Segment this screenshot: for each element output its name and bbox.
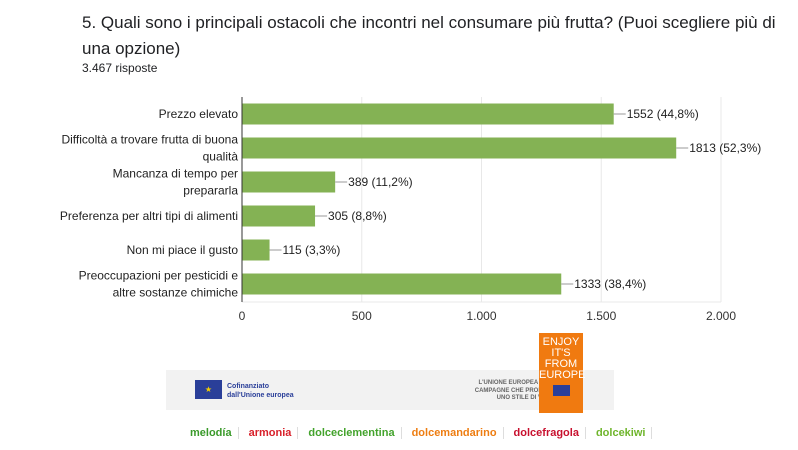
x-tick-label: 1.000 — [466, 309, 496, 323]
x-tick-label: 0 — [239, 309, 246, 323]
brand-logo: dolcefragola — [514, 427, 586, 439]
category-label: altre sostanze chimiche — [113, 286, 239, 300]
data-label: 389 (11,2%) — [348, 175, 412, 189]
category-label: Difficoltà a trovare frutta di buona — [61, 133, 238, 147]
x-tick-label: 500 — [352, 309, 372, 323]
brand-logo: dolceclementina — [308, 427, 402, 439]
eu-flag-icon — [552, 385, 570, 396]
ue-line: UNO STILE DI VITA SANO — [496, 395, 570, 401]
enjoy-line: ENJOY — [542, 336, 580, 348]
category-label: qualità — [203, 150, 239, 164]
eu-cofinanced: Cofinanziato dall'Unione europea — [227, 382, 294, 400]
bar — [242, 239, 270, 261]
bar — [242, 171, 336, 193]
eu-flag-icon: ★ — [195, 380, 222, 399]
enjoy-line: IT'S FROM — [544, 347, 578, 370]
bar — [242, 137, 677, 159]
x-tick-label: 2.000 — [706, 309, 736, 323]
brand-logo: melodía — [190, 427, 239, 439]
eu-line1: Cofinanziato — [227, 383, 269, 390]
data-label: 1552 (44,8%) — [627, 107, 699, 121]
category-label: Preferenza per altri tipi di alimenti — [60, 209, 238, 223]
bar — [242, 205, 316, 227]
category-label: Mancanza di tempo per — [113, 167, 238, 181]
question-title: 5. Quali sono i principali ostacoli che … — [82, 13, 776, 58]
eu-line2: dall'Unione europea — [227, 392, 294, 399]
data-label: 115 (3,3%) — [283, 243, 341, 257]
brand-logo: dolcekiwi — [596, 427, 653, 439]
enjoy-europe-logo: ENJOY IT'S FROM EUROPE — [539, 333, 586, 413]
ue-line: L'UNIONE EUROPEA SOSTIENE — [478, 380, 570, 386]
data-label: 1813 (52,3%) — [689, 141, 761, 155]
data-label: 1333 (38,4%) — [574, 277, 646, 291]
data-label: 305 (8,8%) — [328, 209, 387, 223]
brand-logo: dolcemandarino — [412, 427, 504, 439]
enjoy-line: EUROPE — [539, 369, 586, 381]
category-label: Preoccupazioni per pesticidi e — [79, 269, 239, 283]
category-label: Non mi piace il gusto — [127, 243, 239, 257]
brand-logos: melodía armonia dolceclementina dolcemandar… — [190, 427, 653, 439]
eu-support-text: L'UNIONE EUROPEA SOSTIENE CAMPAGNE CHE PR… — [420, 380, 570, 403]
brand-logo: armonia — [249, 427, 299, 439]
x-tick-label: 1.500 — [586, 309, 616, 323]
ue-line: CAMPAGNE CHE PROMUOVONO — [474, 387, 570, 394]
bar-chart: 0 500 1.000 1.500 2.000 1552 (44,8%) Prezzo el… — [60, 97, 761, 323]
category-label: Prezzo elevato — [159, 107, 239, 121]
response-count: 3.467 risposte — [82, 61, 158, 75]
bar — [242, 103, 614, 125]
bar — [242, 273, 562, 295]
category-label: prepararla — [183, 184, 238, 198]
